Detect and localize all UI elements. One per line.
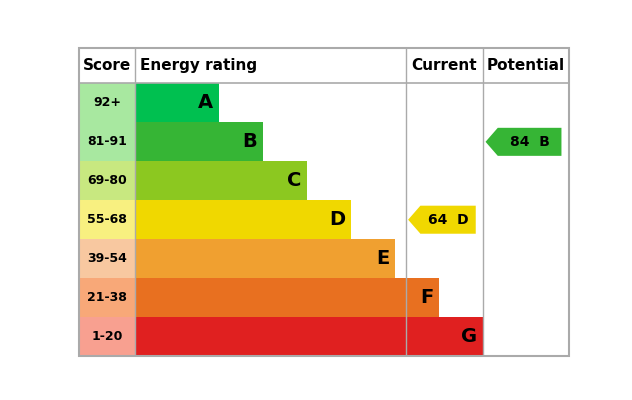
Bar (79, 278, 135, 317)
Bar (79, 200, 135, 239)
Text: G: G (461, 327, 477, 346)
Text: 84  B: 84 B (509, 135, 550, 149)
Bar (135, 122, 263, 161)
Text: 81-91: 81-91 (87, 135, 127, 148)
Text: 55-68: 55-68 (87, 213, 127, 226)
Text: 39-54: 39-54 (87, 252, 127, 265)
Bar (135, 278, 439, 317)
Bar (135, 84, 219, 122)
Text: Score: Score (83, 58, 131, 73)
Bar (79, 239, 135, 278)
Text: 1-20: 1-20 (92, 330, 123, 343)
Text: 64  D: 64 D (428, 213, 468, 227)
Text: Energy rating: Energy rating (140, 58, 257, 73)
Text: E: E (376, 249, 389, 268)
Bar (79, 317, 135, 356)
Bar (135, 317, 483, 356)
Bar (135, 239, 395, 278)
Text: Current: Current (411, 58, 477, 73)
Bar (135, 161, 307, 200)
Text: C: C (286, 171, 301, 190)
Polygon shape (485, 128, 561, 156)
Text: D: D (329, 210, 345, 229)
Text: 69-80: 69-80 (87, 174, 127, 187)
Text: 92+: 92+ (93, 96, 121, 109)
Bar (79, 84, 135, 122)
Text: Potential: Potential (487, 58, 565, 73)
Polygon shape (408, 206, 476, 234)
Text: A: A (198, 93, 213, 112)
Text: 21-38: 21-38 (87, 291, 127, 304)
Bar (135, 200, 351, 239)
Text: B: B (242, 132, 257, 151)
Bar (79, 161, 135, 200)
Bar (79, 122, 135, 161)
Text: F: F (420, 288, 433, 307)
